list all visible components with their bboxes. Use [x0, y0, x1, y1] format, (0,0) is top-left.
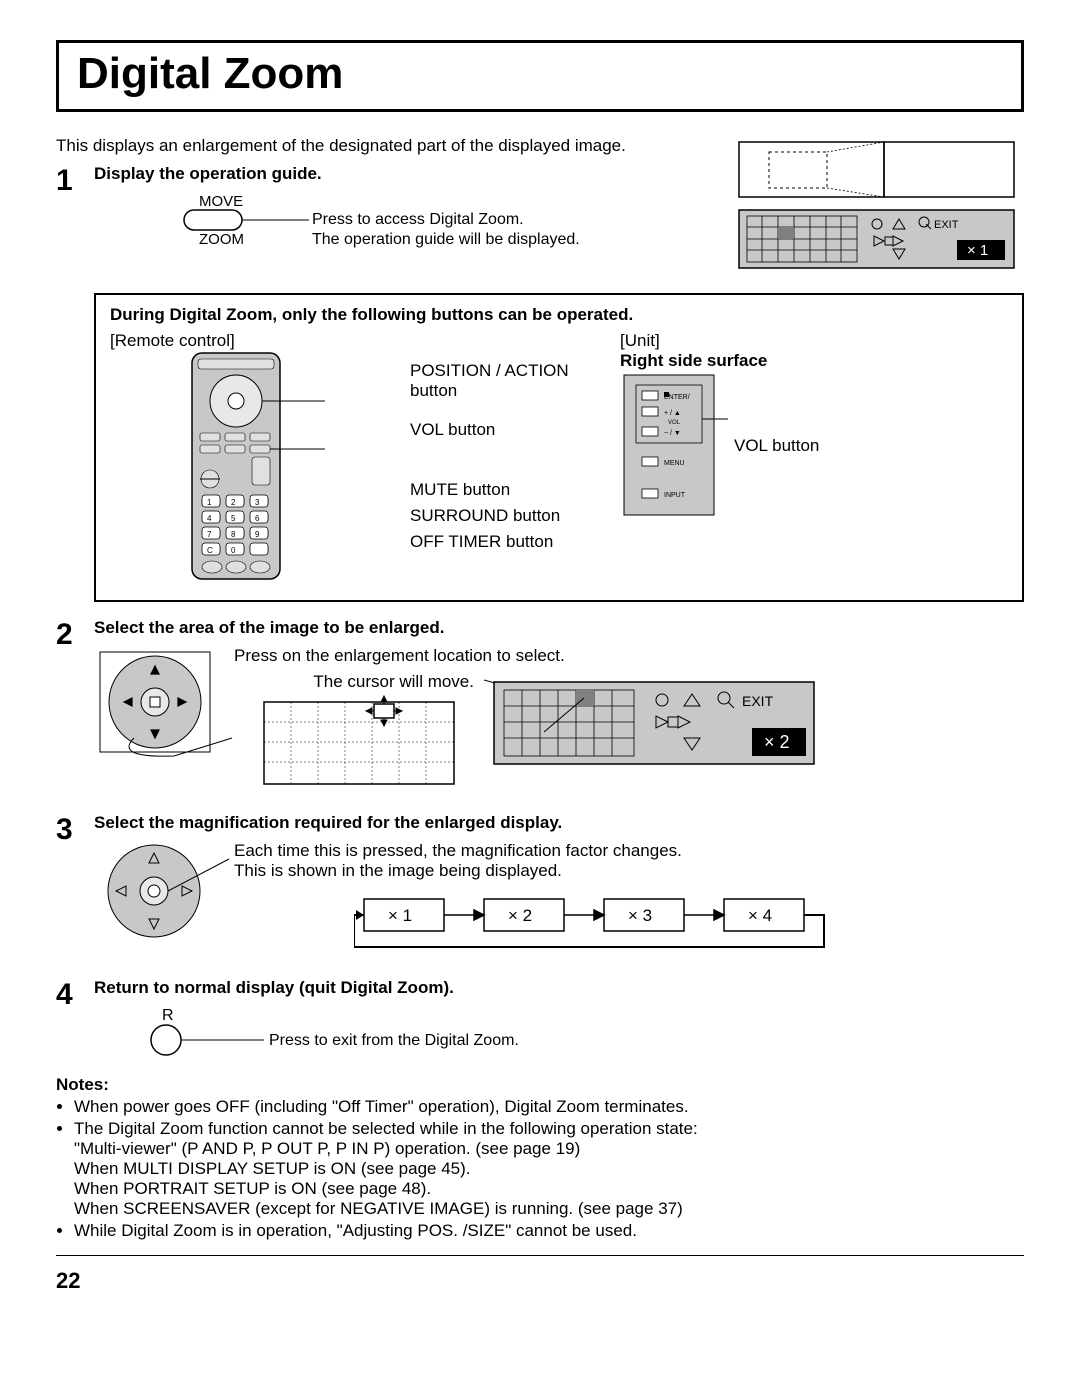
intro-text: This displays an enlargement of the desi… — [56, 136, 729, 156]
svg-text:× 2: × 2 — [508, 906, 532, 925]
svg-text:VOL: VOL — [668, 420, 681, 426]
svg-text:Press to exit from the Digital: Press to exit from the Digital Zoom. — [269, 1032, 519, 1049]
svg-text:× 4: × 4 — [748, 906, 772, 925]
step3-line2: This is shown in the image being display… — [234, 861, 1024, 881]
unit-panel-diagram: ENTER/ + / ▲ VOL − / ▼ MENU INPUT — [620, 371, 730, 521]
svg-text:C: C — [207, 546, 213, 555]
step3-line1: Each time this is pressed, the magnifica… — [234, 841, 1024, 861]
svg-text:MOVE: MOVE — [199, 193, 243, 210]
notes-header: Notes: — [56, 1075, 1024, 1095]
step1-osd-diagram: EXIT × 1 — [729, 140, 1024, 270]
step1-diagram: MOVE ZOOM Press to access Digital Zoom. … — [94, 192, 594, 262]
page-title: Digital Zoom — [77, 49, 1003, 99]
svg-text:1: 1 — [207, 498, 212, 507]
svg-text:× 1: × 1 — [388, 906, 412, 925]
operable-buttons-box: During Digital Zoom, only the following … — [94, 293, 1024, 602]
note-2: The Digital Zoom function cannot be sele… — [74, 1119, 1024, 1219]
cb-pos-action: POSITION / ACTION button — [410, 361, 620, 402]
svg-text:EXIT: EXIT — [742, 693, 774, 709]
svg-text:6: 6 — [255, 514, 260, 523]
title-box: Digital Zoom — [56, 40, 1024, 112]
step-3: 3 Select the magnification required for … — [56, 813, 1024, 966]
svg-text:INPUT: INPUT — [664, 492, 686, 499]
step-3-number: 3 — [56, 813, 94, 966]
svg-text:× 3: × 3 — [628, 906, 652, 925]
step-2-number: 2 — [56, 618, 94, 797]
cb-vol: VOL button — [410, 420, 620, 440]
step4-diagram: R Press to exit from the Digital Zoom. — [94, 1006, 594, 1062]
svg-text:4: 4 — [207, 514, 212, 523]
step-2-heading: Select the area of the image to be enlar… — [94, 618, 1024, 638]
step2-pad-diagram — [94, 646, 234, 766]
step-1: 1 Display the operation guide. MOVE ZOOM… — [56, 164, 729, 262]
svg-text:+ / ▲: + / ▲ — [664, 410, 681, 417]
svg-text:3: 3 — [255, 498, 260, 507]
svg-text:9: 9 — [255, 530, 260, 539]
step-2: 2 Select the area of the image to be enl… — [56, 618, 1024, 797]
box-heading: During Digital Zoom, only the following … — [110, 305, 1008, 325]
svg-text:ZOOM: ZOOM — [199, 231, 244, 248]
svg-text:MENU: MENU — [664, 460, 685, 467]
step-4-heading: Return to normal display (quit Digital Z… — [94, 978, 1024, 998]
right-side-label: Right side surface — [620, 351, 1008, 371]
step-4: 4 Return to normal display (quit Digital… — [56, 978, 1024, 1067]
svg-text:7: 7 — [207, 530, 212, 539]
svg-text:The operation guide will be di: The operation guide will be displayed. — [312, 231, 580, 248]
svg-text:2: 2 — [231, 498, 236, 507]
svg-text:× 1: × 1 — [967, 242, 988, 259]
step-1-heading: Display the operation guide. — [94, 164, 729, 184]
svg-text:8: 8 — [231, 530, 236, 539]
note-1: When power goes OFF (including "Off Time… — [74, 1097, 1024, 1117]
step-1-number: 1 — [56, 164, 94, 262]
page-number: 22 — [56, 1268, 1024, 1294]
step2-line1: Press on the enlargement location to sel… — [234, 646, 1024, 666]
step3-pad-diagram — [94, 841, 234, 951]
remote-label: [Remote control] — [110, 331, 410, 351]
step2-osd: EXIT × 2 — [484, 672, 824, 772]
svg-text:R: R — [162, 1007, 174, 1024]
svg-text:EXIT: EXIT — [934, 219, 959, 231]
notes-list: When power goes OFF (including "Off Time… — [56, 1097, 1024, 1241]
svg-text:5: 5 — [231, 514, 236, 523]
step2-grid-small — [234, 692, 484, 792]
step-3-heading: Select the magnification required for th… — [94, 813, 1024, 833]
unit-label: [Unit] — [620, 331, 1008, 351]
svg-text:− / ▼: − / ▼ — [664, 430, 681, 437]
svg-text:Press to access Digital Zoom.: Press to access Digital Zoom. — [312, 211, 524, 228]
cb-offtimer: OFF TIMER button — [410, 532, 620, 552]
cb-surround: SURROUND button — [410, 506, 620, 526]
note-3: While Digital Zoom is in operation, "Adj… — [74, 1221, 1024, 1241]
svg-text:0: 0 — [231, 546, 236, 555]
svg-text:× 2: × 2 — [764, 732, 790, 752]
cb-mute: MUTE button — [410, 480, 620, 500]
step-4-number: 4 — [56, 978, 94, 1067]
unit-vol-label: VOL button — [734, 436, 819, 456]
step2-line2: The cursor will move. — [234, 672, 484, 692]
remote-control-diagram: 1 2 3 4 5 6 7 8 9 C 0 — [190, 351, 330, 581]
step3-mag-cycle: × 1 × 2 × 3 × 4 — [354, 891, 914, 961]
